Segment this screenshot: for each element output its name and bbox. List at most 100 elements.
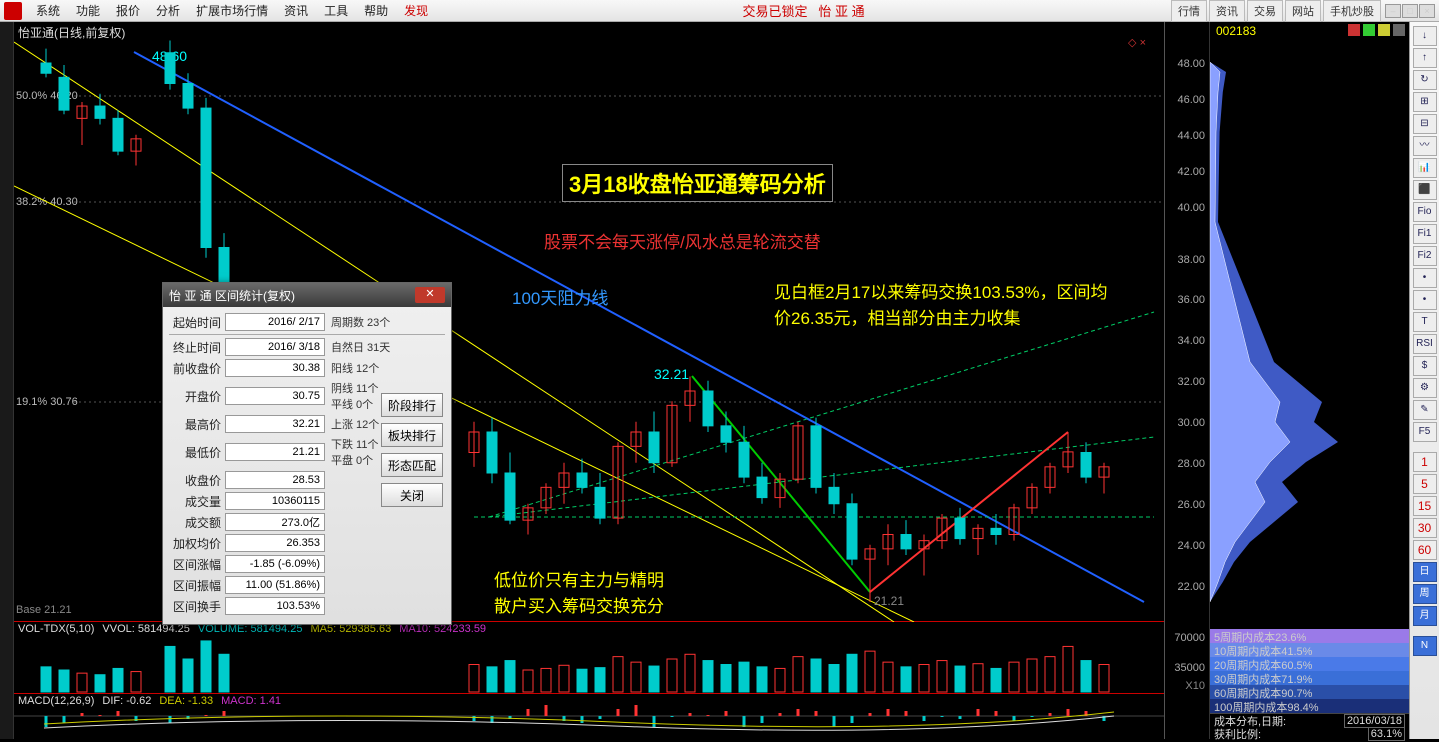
- cost-row: 5周期内成本23.6%: [1210, 629, 1409, 643]
- menu-function[interactable]: 功能: [68, 0, 108, 21]
- toolbar-btn-10[interactable]: Fi2: [1413, 246, 1437, 266]
- toolbar-btn-5[interactable]: 〰: [1413, 136, 1437, 156]
- toolbar-btn-15[interactable]: $: [1413, 356, 1437, 376]
- toolbar-btn-25[interactable]: 日: [1413, 562, 1437, 582]
- toolbar-btn-23[interactable]: 30: [1413, 518, 1437, 538]
- vol-axis-tick: 70000: [1174, 632, 1205, 644]
- toolbar-btn-16[interactable]: ⚙: [1413, 378, 1437, 398]
- flag-yellow-icon[interactable]: [1378, 24, 1390, 36]
- dialog-row: 加权均价: [169, 534, 445, 552]
- dialog-row-input[interactable]: [225, 313, 325, 331]
- profile-stock-code: 002183: [1216, 24, 1256, 38]
- menu-ext-market[interactable]: 扩展市场行情: [188, 0, 276, 21]
- flag-red-icon[interactable]: [1348, 24, 1360, 36]
- app-logo: [4, 2, 22, 20]
- toolbar-btn-24[interactable]: 60: [1413, 540, 1437, 560]
- dialog-row-input[interactable]: [225, 471, 325, 489]
- anno-yellow-bottom1: 低位价只有主力与精明: [494, 568, 664, 594]
- menu-analysis[interactable]: 分析: [148, 0, 188, 21]
- volume-pane[interactable]: VOL-TDX(5,10)VVOL: 581494.25VOLUME: 5814…: [14, 622, 1164, 694]
- toolbar-btn-1[interactable]: ↑: [1413, 48, 1437, 68]
- dialog-row-input[interactable]: [225, 513, 325, 531]
- menu-system[interactable]: 系统: [28, 0, 68, 21]
- dialog-row: 区间涨幅: [169, 555, 445, 573]
- anno-low-21: 21.21: [874, 594, 904, 608]
- dialog-row-input[interactable]: [225, 338, 325, 356]
- toolbar-btn-3[interactable]: ⊞: [1413, 92, 1437, 112]
- cost-row: 20周期内成本60.5%: [1210, 657, 1409, 671]
- chip-profile-panel: 002183 5周期内成本23.6%10周期内成本41.5%20周期内成本60.…: [1209, 22, 1409, 739]
- dialog-row: 成交额: [169, 513, 445, 531]
- toolbar-btn-26[interactable]: 周: [1413, 584, 1437, 604]
- dialog-row-input[interactable]: [225, 597, 325, 615]
- tab-web[interactable]: 网站: [1285, 0, 1321, 22]
- footer-profit-label: 获利比例:: [1214, 726, 1261, 742]
- dialog-row-input[interactable]: [225, 492, 325, 510]
- close-marker-icon[interactable]: ◇ ×: [1128, 36, 1146, 49]
- toolbar-btn-2[interactable]: ↻: [1413, 70, 1437, 90]
- toolbar-btn-12[interactable]: •: [1413, 290, 1437, 310]
- dialog-row-label: 最高价: [169, 416, 225, 433]
- maximize-icon[interactable]: □: [1402, 4, 1418, 18]
- toolbar-btn-11[interactable]: •: [1413, 268, 1437, 288]
- settings-icon[interactable]: [1393, 24, 1405, 36]
- dialog-row-input[interactable]: [225, 555, 325, 573]
- toolbar-btn-13[interactable]: T: [1413, 312, 1437, 332]
- dialog-row-label: 成交量: [169, 493, 225, 510]
- toolbar-btn-7[interactable]: ⬛: [1413, 180, 1437, 200]
- dialog-close-icon[interactable]: ✕: [415, 287, 445, 303]
- toolbar-btn-29[interactable]: N: [1413, 636, 1437, 656]
- minimize-icon[interactable]: –: [1385, 4, 1401, 18]
- menu-tools[interactable]: 工具: [316, 0, 356, 21]
- toolbar-btn-22[interactable]: 15: [1413, 496, 1437, 516]
- dialog-row-label: 区间振幅: [169, 577, 225, 594]
- toolbar-btn-20[interactable]: 1: [1413, 452, 1437, 472]
- btn-sector-rank[interactable]: 板块排行: [381, 423, 443, 447]
- toolbar-btn-18[interactable]: F5: [1413, 422, 1437, 442]
- dialog-row: 区间换手: [169, 597, 445, 615]
- dialog-row-extra: 周期数 23个: [331, 314, 390, 330]
- anno-red-text: 股票不会每天涨停/风水总是轮流交替: [544, 228, 821, 253]
- close-icon[interactable]: ×: [1419, 4, 1435, 18]
- btn-stage-rank[interactable]: 阶段排行: [381, 393, 443, 417]
- dialog-row-input[interactable]: [225, 534, 325, 552]
- menu-discover[interactable]: 发现: [396, 0, 436, 21]
- profile-footer: 成本分布,日期:2016/03/18 获利比例:63.1%: [1210, 713, 1409, 739]
- toolbar-btn-14[interactable]: RSI: [1413, 334, 1437, 354]
- dialog-row-input[interactable]: [225, 387, 325, 405]
- toolbar-btn-0[interactable]: ↓: [1413, 26, 1437, 46]
- macd-pane[interactable]: MACD(12,26,9)DIF: -0.62DEA: -1.33MACD: 1…: [14, 694, 1164, 739]
- tab-news[interactable]: 资讯: [1209, 0, 1245, 22]
- tab-quote[interactable]: 行情: [1171, 0, 1207, 22]
- high-label: 48.60: [152, 48, 187, 64]
- dialog-row-input[interactable]: [225, 415, 325, 433]
- menu-help[interactable]: 帮助: [356, 0, 396, 21]
- toolbar-btn-27[interactable]: 月: [1413, 606, 1437, 626]
- fib-50: 50.0% 46.20: [16, 90, 78, 102]
- toolbar-btn-4[interactable]: ⊟: [1413, 114, 1437, 134]
- dialog-title-bar[interactable]: 怡 亚 通 区间统计(复权) ✕: [163, 283, 451, 307]
- btn-close[interactable]: 关闭: [381, 483, 443, 507]
- dialog-row-label: 加权均价: [169, 535, 225, 552]
- footer-date: 2016/03/18: [1344, 714, 1405, 728]
- dialog-buttons: 阶段排行 板块排行 形态匹配 关闭: [381, 393, 443, 507]
- dialog-row-input[interactable]: [225, 443, 325, 461]
- btn-pattern-match[interactable]: 形态匹配: [381, 453, 443, 477]
- toolbar-btn-9[interactable]: Fi1: [1413, 224, 1437, 244]
- trade-locked: 交易已锁定: [743, 4, 808, 19]
- right-nav-tabs: 行情 资讯 交易 网站 手机炒股: [1171, 0, 1381, 22]
- dialog-row-label: 开盘价: [169, 388, 225, 405]
- tab-mobile[interactable]: 手机炒股: [1323, 0, 1381, 22]
- dialog-row-input[interactable]: [225, 576, 325, 594]
- y-axis-tick: 38.00: [1177, 254, 1205, 266]
- flag-green-icon[interactable]: [1363, 24, 1375, 36]
- toolbar-btn-6[interactable]: 📊: [1413, 158, 1437, 178]
- toolbar-btn-21[interactable]: 5: [1413, 474, 1437, 494]
- dialog-row-input[interactable]: [225, 359, 325, 377]
- toolbar-btn-17[interactable]: ✎: [1413, 400, 1437, 420]
- menu-news[interactable]: 资讯: [276, 0, 316, 21]
- menu-quote[interactable]: 报价: [108, 0, 148, 21]
- tab-trade[interactable]: 交易: [1247, 0, 1283, 22]
- toolbar-btn-8[interactable]: Fio: [1413, 202, 1437, 222]
- cost-row: 100周期内成本98.4%: [1210, 699, 1409, 713]
